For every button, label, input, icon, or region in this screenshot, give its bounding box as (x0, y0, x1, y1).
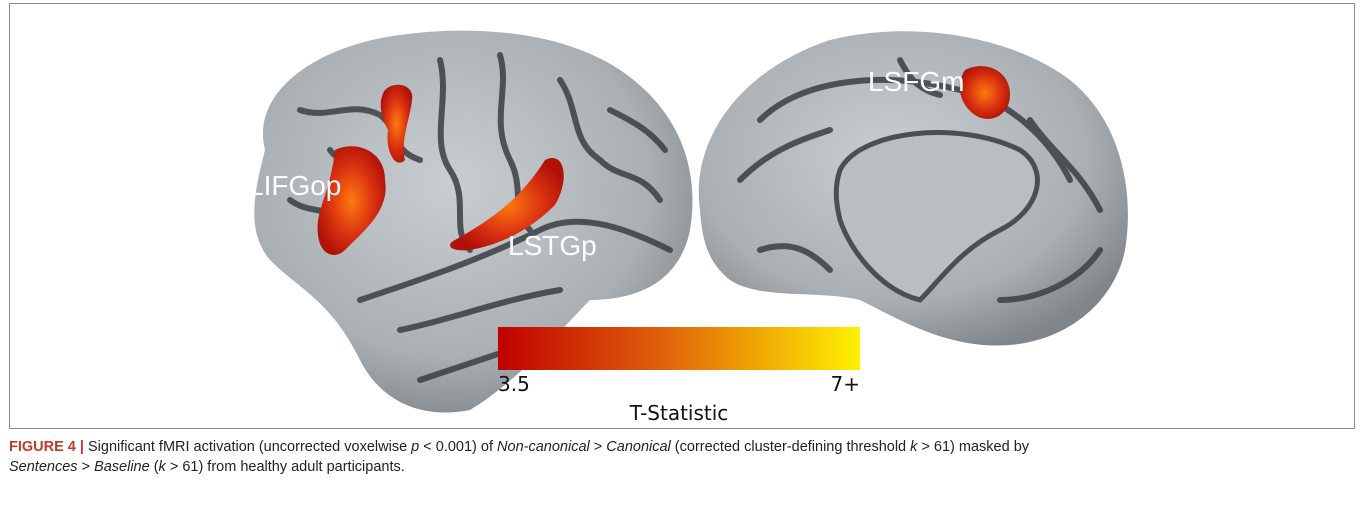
caption-text: (corrected cluster-defining threshold (671, 439, 910, 455)
right-hemisphere: LSFGm (699, 31, 1128, 345)
region-label: LIFGop (248, 170, 341, 201)
caption-italic: Non-canonical (497, 439, 590, 455)
colorbar-title: T-Statistic (629, 401, 729, 425)
colorbar (498, 327, 860, 370)
caption-italic: Canonical (606, 439, 671, 455)
caption-text: ( (150, 459, 159, 475)
region-label: LSFGm (868, 66, 964, 97)
region-label: LSTGp (508, 230, 597, 261)
figure-art: LIFGop LSTGp LSFGm 3.5 7+ T-Statistic (0, 0, 1363, 430)
colorbar-max: 7+ (831, 372, 860, 396)
caption-italic: Baseline (94, 459, 150, 475)
caption-text: > 61) masked by (917, 439, 1029, 455)
caption-text: > (590, 439, 607, 455)
caption-text: < 0.001) of (419, 439, 497, 455)
caption-italic: k (159, 459, 166, 475)
page-body: {"figure": { "regions": {"left": ["LIFGo… (0, 0, 1363, 515)
caption-italic: Sentences (9, 459, 78, 475)
caption: FIGURE 4 | Significant fMRI activation (… (9, 437, 1339, 477)
colorbar-min: 3.5 (498, 372, 530, 396)
caption-text: Significant fMRI activation (uncorrected… (84, 439, 411, 455)
caption-text: > 61) from healthy adult participants. (166, 459, 405, 475)
page: Figure 4 html, body { margin: 0; padding… (0, 0, 1363, 515)
figure-label: FIGURE 4 | (9, 439, 84, 455)
caption-text: > (78, 459, 95, 475)
